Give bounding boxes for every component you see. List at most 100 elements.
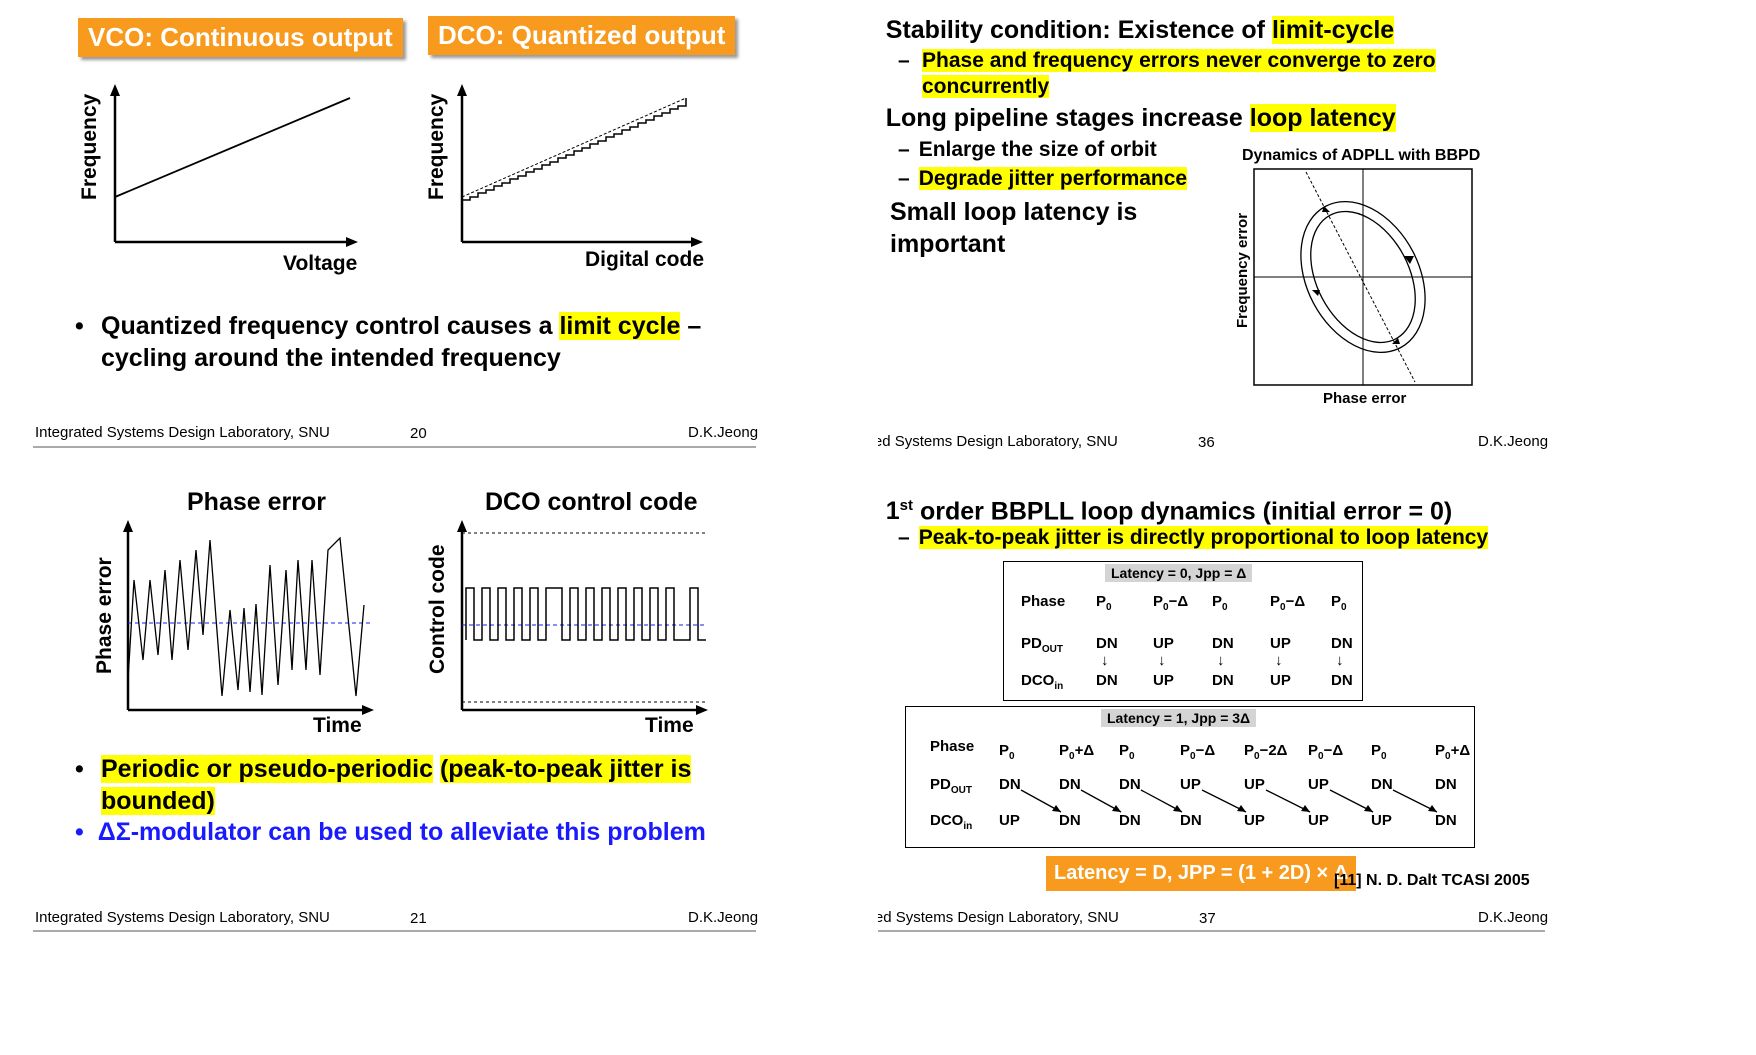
table-cell: DN <box>1059 812 1081 829</box>
table-cell: DN <box>1212 672 1234 689</box>
table-cell: UP <box>1308 812 1329 829</box>
page-number: 20 <box>410 425 427 442</box>
latency1-table <box>905 706 1475 848</box>
latency1-title: Latency = 1, Jpp = 3Δ <box>1101 709 1257 727</box>
footer-rule <box>33 930 756 932</box>
down-arrow-icon: ↓ <box>1275 652 1283 669</box>
row-label: PDOUT <box>1021 635 1063 655</box>
latency1-arrows <box>1020 789 1438 813</box>
page-number: 37 <box>1199 910 1216 927</box>
table-cell: DN <box>1096 635 1118 652</box>
latency0-title: Latency = 0, Jpp = Δ <box>1105 564 1253 582</box>
slide37-sub-1: – Peak-to-peak jitter is directly proport… <box>898 526 1489 549</box>
table-cell: DN <box>1331 635 1353 652</box>
row-label: DCOin <box>930 812 973 832</box>
slide36-sub-3: – Degrade jitter performance <box>898 167 1188 190</box>
vco-xlabel: Voltage <box>283 252 358 275</box>
table-cell: P0−Δ <box>1270 593 1306 613</box>
diagonal-arrow <box>1392 789 1438 813</box>
table-cell: P0+Δ <box>1059 742 1095 762</box>
slide36-sub-1: – Phase and frequency errors never conve… <box>898 49 1436 98</box>
phase-xlabel: Time <box>313 714 362 737</box>
slide36-sub-2: – Enlarge the size of orbit <box>898 138 1157 161</box>
down-arrow-icon: ↓ <box>1217 652 1225 669</box>
table-cell: P0 <box>1371 742 1387 762</box>
table-cell: P0−2Δ <box>1244 742 1288 762</box>
phase-error-waveform <box>127 536 365 697</box>
table-cell: P0 <box>1212 593 1228 613</box>
table-cell: DN <box>1331 672 1353 689</box>
table-cell: UP <box>1270 635 1291 652</box>
footer-lab: Integrated Systems Design Laboratory, SN… <box>878 909 1119 926</box>
slide36-bullet-2: •Long pipeline stages increase loop late… <box>885 104 1396 132</box>
phase-error-title: Phase error <box>187 488 326 516</box>
adpll-ylabel: Frequency error <box>1234 212 1251 328</box>
slide-21: Phase error DCO control code Phase error… <box>0 460 878 987</box>
slide21-bullet-2: • ΔΣ-modulator can be used to alleviate t… <box>75 818 706 846</box>
vco-ylabel: Frequency <box>78 93 101 200</box>
table-cell: DN <box>1371 776 1393 793</box>
dco-xlabel: Digital code <box>585 248 705 271</box>
diagonal-arrow <box>1201 789 1247 813</box>
table-cell: DN <box>1059 776 1081 793</box>
dco-code-waveform <box>465 587 706 641</box>
slide-37: •1st order BBPLL loop dynamics (initial … <box>878 460 1756 987</box>
adpll-orbit-plot <box>1253 168 1473 386</box>
footer-lab: Integrated Systems Design Laboratory, SN… <box>35 909 330 926</box>
table-cell: P0 <box>999 742 1015 762</box>
dco-code-title: DCO control code <box>485 488 698 516</box>
table-cell: DN <box>1180 812 1202 829</box>
page-number: 36 <box>1198 434 1215 451</box>
table-cell: DN <box>999 776 1021 793</box>
table-cell: UP <box>1244 776 1265 793</box>
table-cell: UP <box>1270 672 1291 689</box>
table-cell: UP <box>1308 776 1329 793</box>
table-cell: DN <box>1212 635 1234 652</box>
table-cell: UP <box>1153 635 1174 652</box>
footer-author: D.K.Jeong <box>688 909 759 926</box>
row-label: Phase <box>1021 593 1066 610</box>
vco-dco-plots <box>110 84 703 247</box>
table-cell: P0+Δ <box>1435 742 1471 762</box>
slide37-bullet-1: •1st order BBPLL loop dynamics (initial … <box>885 497 1453 526</box>
highlight-limit-cycle: limit cycle <box>559 312 681 340</box>
down-arrow-icon: ↓ <box>1101 652 1109 669</box>
slide36-bullet-1: •Stability condition: Existence of limit… <box>885 16 1395 44</box>
footer-rule <box>33 446 756 448</box>
dco-label: DCO: Quantized output <box>428 16 736 55</box>
latency-formula: Latency = D, JPP = (1 + 2D) × Δ <box>1046 856 1357 891</box>
table-cell: P0−Δ <box>1180 742 1216 762</box>
vco-line <box>114 97 351 198</box>
slide-20: VCO: Continuous output DCO: Quantized ou… <box>0 0 878 527</box>
vco-label: VCO: Continuous output <box>78 18 403 57</box>
table-cell: P0 <box>1096 593 1112 613</box>
footer-author: D.K.Jeong <box>1478 433 1549 450</box>
phase-ylabel: Phase error <box>93 557 116 674</box>
dco-ylabel: Control code <box>426 544 449 675</box>
slide-36: •Stability condition: Existence of limit… <box>878 0 1756 527</box>
reference: [11] N. D. Dalt TCASI 2005 <box>1334 872 1530 889</box>
table-cell: UP <box>1153 672 1174 689</box>
table-cell: DN <box>1096 672 1118 689</box>
table-cell: DN <box>1119 776 1141 793</box>
footer-rule <box>878 930 1545 932</box>
footer-lab: Integrated Systems Design Laboratory, SN… <box>35 424 330 441</box>
row-label: PDOUT <box>930 776 972 796</box>
row-label: Phase <box>930 738 975 755</box>
diagonal-arrow <box>1265 789 1311 813</box>
table-cell: P0 <box>1119 742 1135 762</box>
adpll-fig-title: Dynamics of ADPLL with BBPD <box>1242 147 1481 164</box>
footer-lab: Integrated Systems Design Laboratory, SN… <box>878 433 1118 450</box>
row-label: DCOin <box>1021 672 1064 692</box>
footer-author: D.K.Jeong <box>1478 909 1549 926</box>
latency0-table <box>1003 561 1363 701</box>
dco-xlabel: Time <box>645 714 694 737</box>
dco-staircase <box>462 98 687 201</box>
phase-dco-plots <box>123 520 708 715</box>
page-number: 21 <box>410 910 427 927</box>
table-cell: DN <box>1435 812 1457 829</box>
table-cell: P0−Δ <box>1153 593 1189 613</box>
table-cell: DN <box>1119 812 1141 829</box>
table-cell: P0−Δ <box>1308 742 1344 762</box>
down-arrow-icon: ↓ <box>1158 652 1166 669</box>
